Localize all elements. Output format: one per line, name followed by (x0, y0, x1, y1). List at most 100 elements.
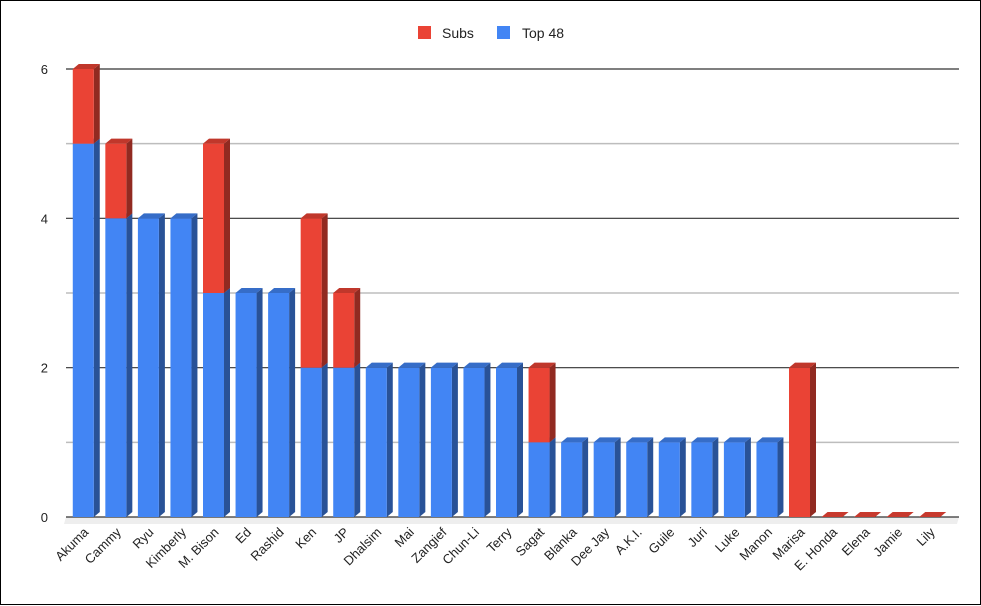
plot-floor (64, 517, 959, 524)
bar-top-48-terry (496, 362, 523, 517)
bar-top-48-akuma (72, 138, 100, 517)
bar-front (430, 367, 452, 517)
bar-subs-ken (300, 213, 328, 368)
x-tick-label: JP (331, 525, 352, 546)
bar-top-48-ken (300, 362, 328, 517)
x-tick-label: Jamie (870, 525, 905, 560)
bar-side (191, 213, 198, 518)
y-axis: 0 2 4 6 (41, 62, 48, 525)
bar-front (105, 143, 127, 219)
bar-top (789, 362, 816, 368)
bar-top (300, 213, 328, 219)
bar-side (289, 288, 296, 517)
bar-front (723, 442, 745, 517)
x-tick-label: Guile (645, 525, 677, 557)
bars (72, 64, 947, 518)
x-tick-label: Lily (913, 524, 938, 549)
bar-side (810, 362, 816, 517)
bar-side (321, 362, 328, 517)
bar-side (679, 437, 686, 517)
bar-side (126, 213, 133, 518)
bar-front (333, 367, 355, 517)
bar-front (593, 442, 615, 517)
bar-top (854, 512, 882, 517)
x-tick-label: Cammy (82, 524, 125, 567)
bar-zero-elena (854, 512, 882, 517)
bar-side (354, 362, 361, 517)
bar-top (137, 213, 165, 219)
bar-side (126, 138, 133, 219)
bar-top (723, 437, 751, 443)
bar-top (463, 362, 491, 368)
bar-side (777, 437, 784, 517)
bar-side (224, 288, 230, 517)
bar-top-48-a-k-i (626, 437, 654, 517)
bar-side (517, 362, 523, 517)
bar-top (105, 138, 133, 144)
bar-top-48-jp (333, 362, 361, 517)
bar-front (235, 293, 257, 517)
bar-front (203, 293, 224, 517)
bar-side (158, 213, 165, 518)
bar-side (712, 437, 719, 517)
x-tick-label: Elena (839, 524, 874, 559)
bar-side (549, 362, 556, 443)
y-tick-label: 0 (41, 510, 48, 525)
bar-zero-jamie (886, 512, 914, 517)
bar-top (72, 64, 100, 69)
bar-top-48-ryu (137, 213, 165, 518)
bar-top-48-luke (723, 437, 751, 517)
bar-front (496, 367, 517, 517)
bar-side (484, 362, 491, 517)
x-tick-label: Manon (736, 525, 775, 564)
x-tick-label: A.K.I. (612, 525, 645, 558)
bar-side (224, 138, 230, 293)
bar-top (203, 138, 230, 144)
bar-side (93, 64, 100, 144)
x-tick-label: Rashid (248, 525, 287, 564)
bar-front (756, 442, 778, 517)
bar-top (756, 437, 784, 443)
bar-front (626, 442, 648, 517)
bar-top-48-zangief (430, 362, 458, 517)
bar-top-48-manon (756, 437, 784, 517)
bar-top (658, 437, 686, 443)
y-tick-label: 6 (41, 62, 48, 77)
bar-top-48-kimberly (170, 213, 198, 518)
bar-side (256, 288, 263, 517)
bar-side (354, 288, 361, 368)
bar-subs-m-bison (203, 138, 230, 293)
bar-subs-sagat (528, 362, 556, 443)
bar-top-48-guile (658, 437, 686, 517)
x-tick-label: Ed (232, 525, 254, 547)
bar-top (496, 362, 523, 368)
bar-top-48-chun-li (463, 362, 491, 517)
bar-top-48-ed (235, 288, 263, 517)
bar-top (561, 437, 589, 443)
legend-item-top-48: Top 48 (497, 25, 564, 41)
bar-top-48-cammy (105, 213, 133, 518)
bar-top-48-rashid (268, 288, 296, 517)
x-tick-label: Ryu (130, 525, 157, 552)
legend-swatch (418, 26, 431, 39)
bar-top-48-sagat (528, 437, 556, 517)
bar-top (593, 437, 621, 443)
bar-front (300, 367, 322, 517)
legend: Subs Top 48 (418, 25, 564, 41)
bar-top (398, 362, 426, 368)
x-tick-label: Chun-Li (439, 524, 482, 567)
bar-front (300, 218, 322, 368)
bar-side (93, 138, 100, 517)
bar-front (72, 69, 94, 144)
bar-top (333, 288, 361, 293)
x-tick-label: Terry (484, 524, 515, 555)
bar-side (614, 437, 621, 517)
bar-front (398, 367, 420, 517)
bar-front (528, 367, 550, 443)
bar-top-48-dee-jay (593, 437, 621, 517)
legend-swatch (497, 26, 510, 39)
bar-front (691, 442, 713, 517)
